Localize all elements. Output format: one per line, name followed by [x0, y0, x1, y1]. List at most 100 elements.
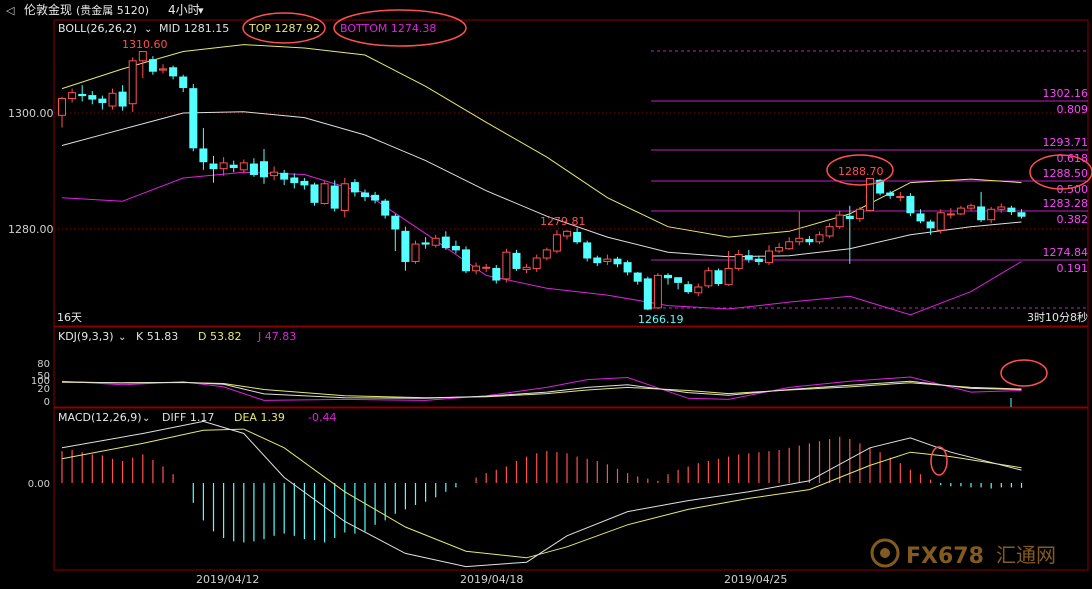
candle-body: [896, 196, 905, 199]
chevron-down-icon[interactable]: ⌄: [142, 413, 150, 424]
kdj-k-line: [61, 380, 1022, 399]
macd-hist-value: -0.44: [308, 411, 336, 424]
candle-body: [785, 241, 794, 250]
highlight-circle-fib: [1029, 154, 1092, 190]
chevron-down-icon[interactable]: ▾: [198, 4, 204, 17]
price-tick-1280: 1280.00: [8, 223, 54, 236]
macd-label[interactable]: MACD(12,26,9): [58, 411, 142, 424]
watermark-cn: 汇通网: [996, 543, 1056, 567]
candle-body: [219, 162, 228, 170]
candle-body: [462, 249, 470, 272]
candle-body: [361, 192, 369, 198]
candle-body: [310, 184, 319, 203]
candle-body: [1017, 212, 1026, 217]
candle-body: [765, 250, 773, 264]
candle-body: [512, 252, 521, 269]
fib-ratio-3: 0.500: [1057, 183, 1089, 196]
candle-body: [411, 243, 420, 262]
candle-body: [845, 215, 854, 220]
candle-body: [946, 213, 955, 216]
watermark-text: FX678: [906, 544, 984, 569]
candle-body: [270, 171, 279, 177]
macd-histogram: [61, 436, 1023, 543]
candle-body: [542, 249, 551, 259]
candle-body: [704, 270, 713, 287]
fib-price-3: 1288.50: [1043, 167, 1089, 180]
candle-body: [260, 161, 268, 178]
candle-body: [987, 208, 996, 221]
annotation-swing: 1279.81: [540, 215, 586, 228]
kdj-d-line: [61, 381, 1022, 399]
candle-body: [1007, 207, 1016, 213]
period-selector[interactable]: 4小时: [168, 3, 200, 17]
candle-body: [926, 221, 935, 229]
fib-ratio-1: 0.809: [1057, 103, 1089, 116]
kdj-j-value: J 47.83: [257, 330, 296, 343]
fib-price-4: 1283.28: [1043, 197, 1089, 210]
kdj-panel-frame: [53, 326, 1089, 408]
boll-label[interactable]: BOLL(26,26,2): [58, 22, 137, 35]
kdj-tick-0: 0: [44, 397, 50, 408]
x-date-3: 2019/04/25: [724, 573, 787, 586]
candle-body: [300, 180, 309, 186]
candle-body: [58, 98, 66, 116]
candle-body: [391, 215, 400, 230]
kdj-tick-20: 20: [37, 384, 50, 395]
fib-ratio-2: 0.618: [1057, 152, 1089, 165]
candle-body: [98, 98, 107, 104]
candle-body: [159, 68, 167, 71]
boll-bottom-value: BOTTOM 1274.38: [340, 22, 436, 35]
candle-body: [472, 265, 481, 272]
candle-body: [714, 270, 723, 285]
candle-body: [88, 95, 97, 100]
watermark-logo: FX678 汇通网: [870, 538, 1056, 569]
candle-body: [795, 237, 804, 243]
boll-mid-line: [61, 111, 1022, 258]
candle-body: [552, 234, 561, 252]
candle-body: [613, 258, 622, 265]
macd-tick-zero: 0.00: [28, 479, 50, 490]
macd-diff-value: DIFF 1.17: [162, 411, 214, 424]
candle-body: [664, 274, 672, 279]
candle-body: [825, 226, 834, 237]
candle-body: [876, 179, 885, 194]
kdj-j-line: [61, 376, 1022, 401]
back-icon[interactable]: ◁: [6, 4, 15, 17]
chevron-down-icon[interactable]: ⌄: [118, 332, 126, 343]
candle-body: [835, 214, 844, 228]
boll-lower-line: [61, 171, 1022, 316]
candle-body: [997, 206, 1006, 210]
candle-body: [118, 91, 127, 107]
candle-body: [522, 266, 531, 271]
watermark-icon: [870, 538, 900, 568]
candle-body: [906, 196, 915, 214]
x-date-2: 2019/04/18: [460, 573, 523, 586]
chevron-down-icon[interactable]: ⌄: [144, 24, 152, 35]
candle-body: [502, 251, 511, 280]
candle-body: [78, 93, 87, 97]
candle-body: [421, 242, 430, 245]
candle-body: [249, 163, 258, 175]
candle-body: [169, 67, 178, 77]
kdj-label[interactable]: KDJ(9,3,3): [58, 330, 114, 343]
highlight-circle-kdj: [1000, 359, 1048, 387]
candle-body: [805, 238, 814, 243]
price-tick-1300: 1300.00: [8, 107, 54, 120]
boll-top-value: TOP 1287.92: [248, 22, 320, 35]
candle-body: [593, 257, 602, 264]
boll-upper-line: [61, 44, 1022, 238]
candle-body: [886, 192, 895, 196]
highlight-circle-macd: [930, 446, 948, 476]
candle-body: [350, 182, 359, 193]
candle-body: [603, 258, 612, 262]
candle-body: [866, 178, 874, 211]
candle-body: [916, 213, 925, 222]
candle-body: [583, 242, 592, 259]
main-panel-frame: [53, 19, 1089, 327]
macd-dea-line: [61, 428, 1022, 559]
highlight-circle-high: [826, 154, 894, 186]
candle-body: [239, 162, 248, 171]
candle-body: [371, 194, 380, 201]
candle-body: [381, 200, 390, 216]
